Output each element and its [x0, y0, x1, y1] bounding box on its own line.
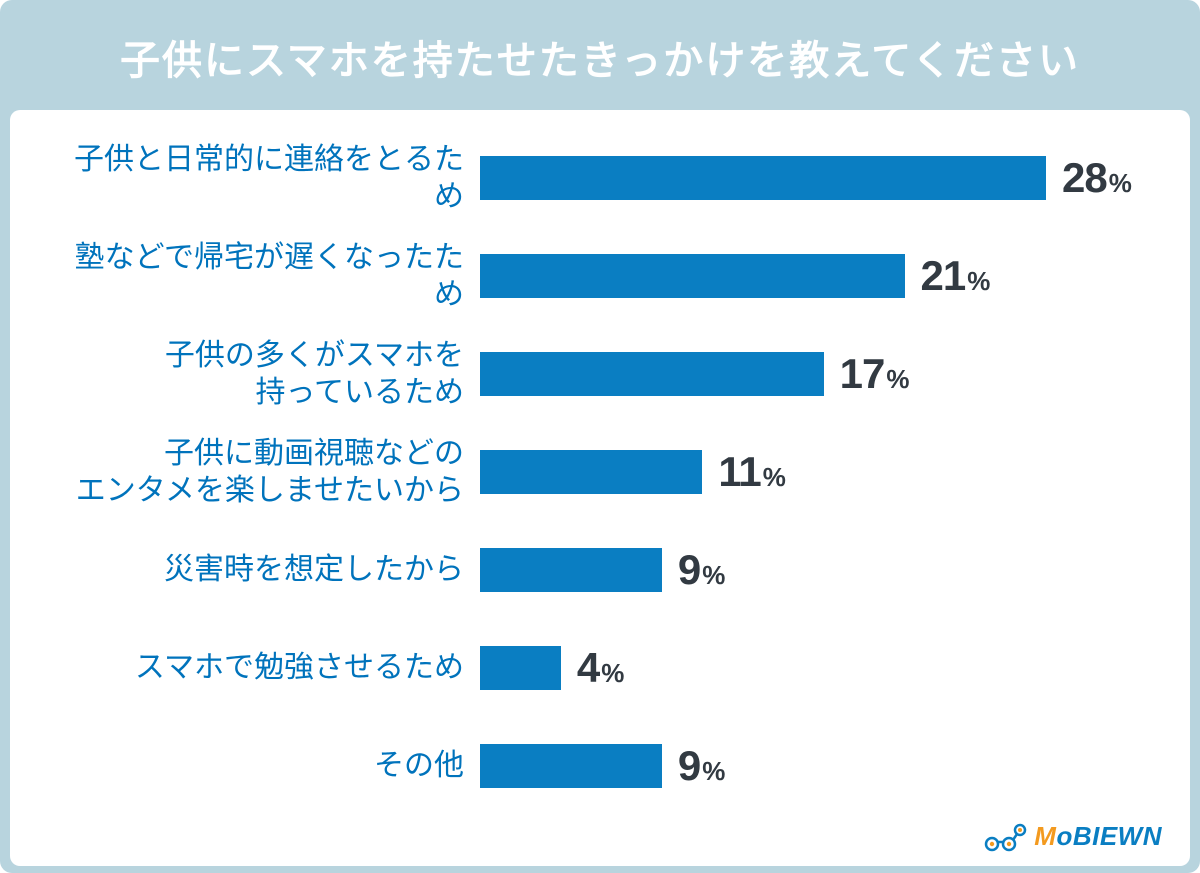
brand-logo: MoBIEWN: [984, 821, 1162, 852]
bar-value: 21%: [921, 252, 990, 300]
bar-label: 塾などで帰宅が遅くなったため: [50, 239, 480, 314]
bar-row: スマホで勉強させるため 4%: [50, 638, 1150, 698]
bar-area: 4%: [480, 644, 1150, 692]
bar-area: 21%: [480, 252, 1150, 300]
bar-row: 塾などで帰宅が遅くなったため21%: [50, 246, 1150, 306]
bar-label: スマホで勉強させるため: [50, 649, 480, 687]
infographic-card: 子供にスマホを持たせたきっかけを教えてください 子供と日常的に連絡をとるため28…: [0, 0, 1200, 873]
logo-text: MoBIEWN: [1034, 821, 1162, 852]
bar: [480, 646, 561, 690]
bar-row: 子供の多くがスマホを 持っているため17%: [50, 344, 1150, 404]
bar: [480, 450, 702, 494]
bar-label: 子供の多くがスマホを 持っているため: [50, 337, 480, 412]
bar-area: 9%: [480, 546, 1150, 594]
bar-label: 子供と日常的に連絡をとるため: [50, 141, 480, 216]
title-bar: 子供にスマホを持たせたきっかけを教えてください: [10, 10, 1190, 110]
bar: [480, 548, 662, 592]
bar-label: 災害時を想定したから: [50, 551, 480, 589]
bar: [480, 352, 824, 396]
bar-row: 子供に動画視聴などの エンタメを楽しませたいから11%: [50, 442, 1150, 502]
bar-area: 11%: [480, 448, 1150, 496]
bar-area: 9%: [480, 742, 1150, 790]
chart-title: 子供にスマホを持たせたきっかけを教えてください: [10, 28, 1190, 86]
bar-row: 子供と日常的に連絡をとるため28%: [50, 148, 1150, 208]
bar-label: 子供に動画視聴などの エンタメを楽しませたいから: [50, 435, 480, 510]
logo-icon: [984, 822, 1028, 852]
bar-area: 17%: [480, 350, 1150, 398]
bar-row: その他 9%: [50, 736, 1150, 796]
bar-value: 17%: [840, 350, 909, 398]
bar-value: 9%: [678, 546, 724, 594]
bar-label: その他: [50, 747, 480, 785]
bar-rows: 子供と日常的に連絡をとるため28%塾などで帰宅が遅くなったため21%子供の多くが…: [50, 148, 1150, 796]
bar-value: 4%: [577, 644, 623, 692]
bar: [480, 744, 662, 788]
bar-value: 9%: [678, 742, 724, 790]
chart-panel: 子供と日常的に連絡をとるため28%塾などで帰宅が遅くなったため21%子供の多くが…: [10, 110, 1190, 866]
bar: [480, 156, 1046, 200]
bar-area: 28%: [480, 154, 1150, 202]
bar-value: 11%: [718, 448, 785, 496]
bar-value: 28%: [1062, 154, 1131, 202]
bar: [480, 254, 905, 298]
bar-row: 災害時を想定したから 9%: [50, 540, 1150, 600]
